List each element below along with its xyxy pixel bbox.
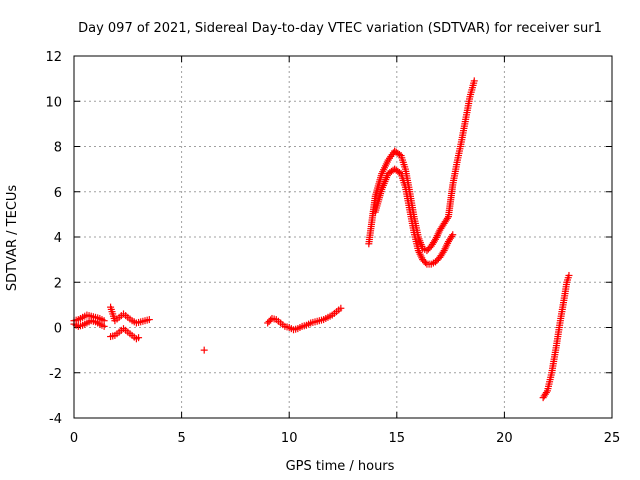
data-point-sample	[430, 237, 438, 245]
y-tick-labels: -4 -2 0 2 4 6 8 10 12	[45, 50, 62, 427]
x-tick-label: 15	[389, 431, 406, 446]
y-tick-label: 10	[45, 95, 62, 110]
x-tick-label: 25	[604, 431, 621, 446]
grid-lines	[74, 56, 612, 418]
y-tick-label: -2	[49, 367, 62, 382]
x-axis-label: GPS time / hours	[286, 459, 395, 474]
data-point	[135, 334, 143, 342]
y-tick-label: 4	[54, 231, 62, 246]
y-tick-label: 8	[54, 141, 62, 156]
x-tick-label: 20	[496, 431, 513, 446]
data-point-sample	[421, 259, 429, 267]
data-point	[449, 231, 457, 239]
data-point-sample	[443, 214, 451, 222]
x-tick-label: 0	[70, 431, 78, 446]
data-point	[200, 346, 208, 354]
x-tick-label: 5	[177, 431, 185, 446]
data-point	[337, 304, 345, 312]
y-tick-label: 2	[54, 276, 62, 291]
data-point-sample	[448, 232, 456, 240]
data-points	[70, 77, 573, 402]
y-tick-label: 6	[54, 186, 62, 201]
x-tick-labels: 0 5 10 15 20 25	[70, 431, 620, 446]
y-tick-label: 0	[54, 322, 62, 337]
y-tick-label: 12	[45, 50, 62, 65]
data-point	[145, 316, 153, 324]
data-point-sample	[439, 248, 447, 256]
data-point-sample	[542, 389, 550, 397]
data-point	[470, 77, 478, 85]
data-point	[100, 322, 108, 330]
data-point	[565, 271, 573, 279]
y-axis-label: SDTVAR / TECUs	[5, 185, 20, 292]
plot-frame	[73, 55, 613, 419]
chart-title: Day 097 of 2021, Sidereal Day-to-day VTE…	[78, 21, 602, 36]
x-tick-label: 10	[281, 431, 298, 446]
y-tick-label: -4	[49, 412, 62, 427]
